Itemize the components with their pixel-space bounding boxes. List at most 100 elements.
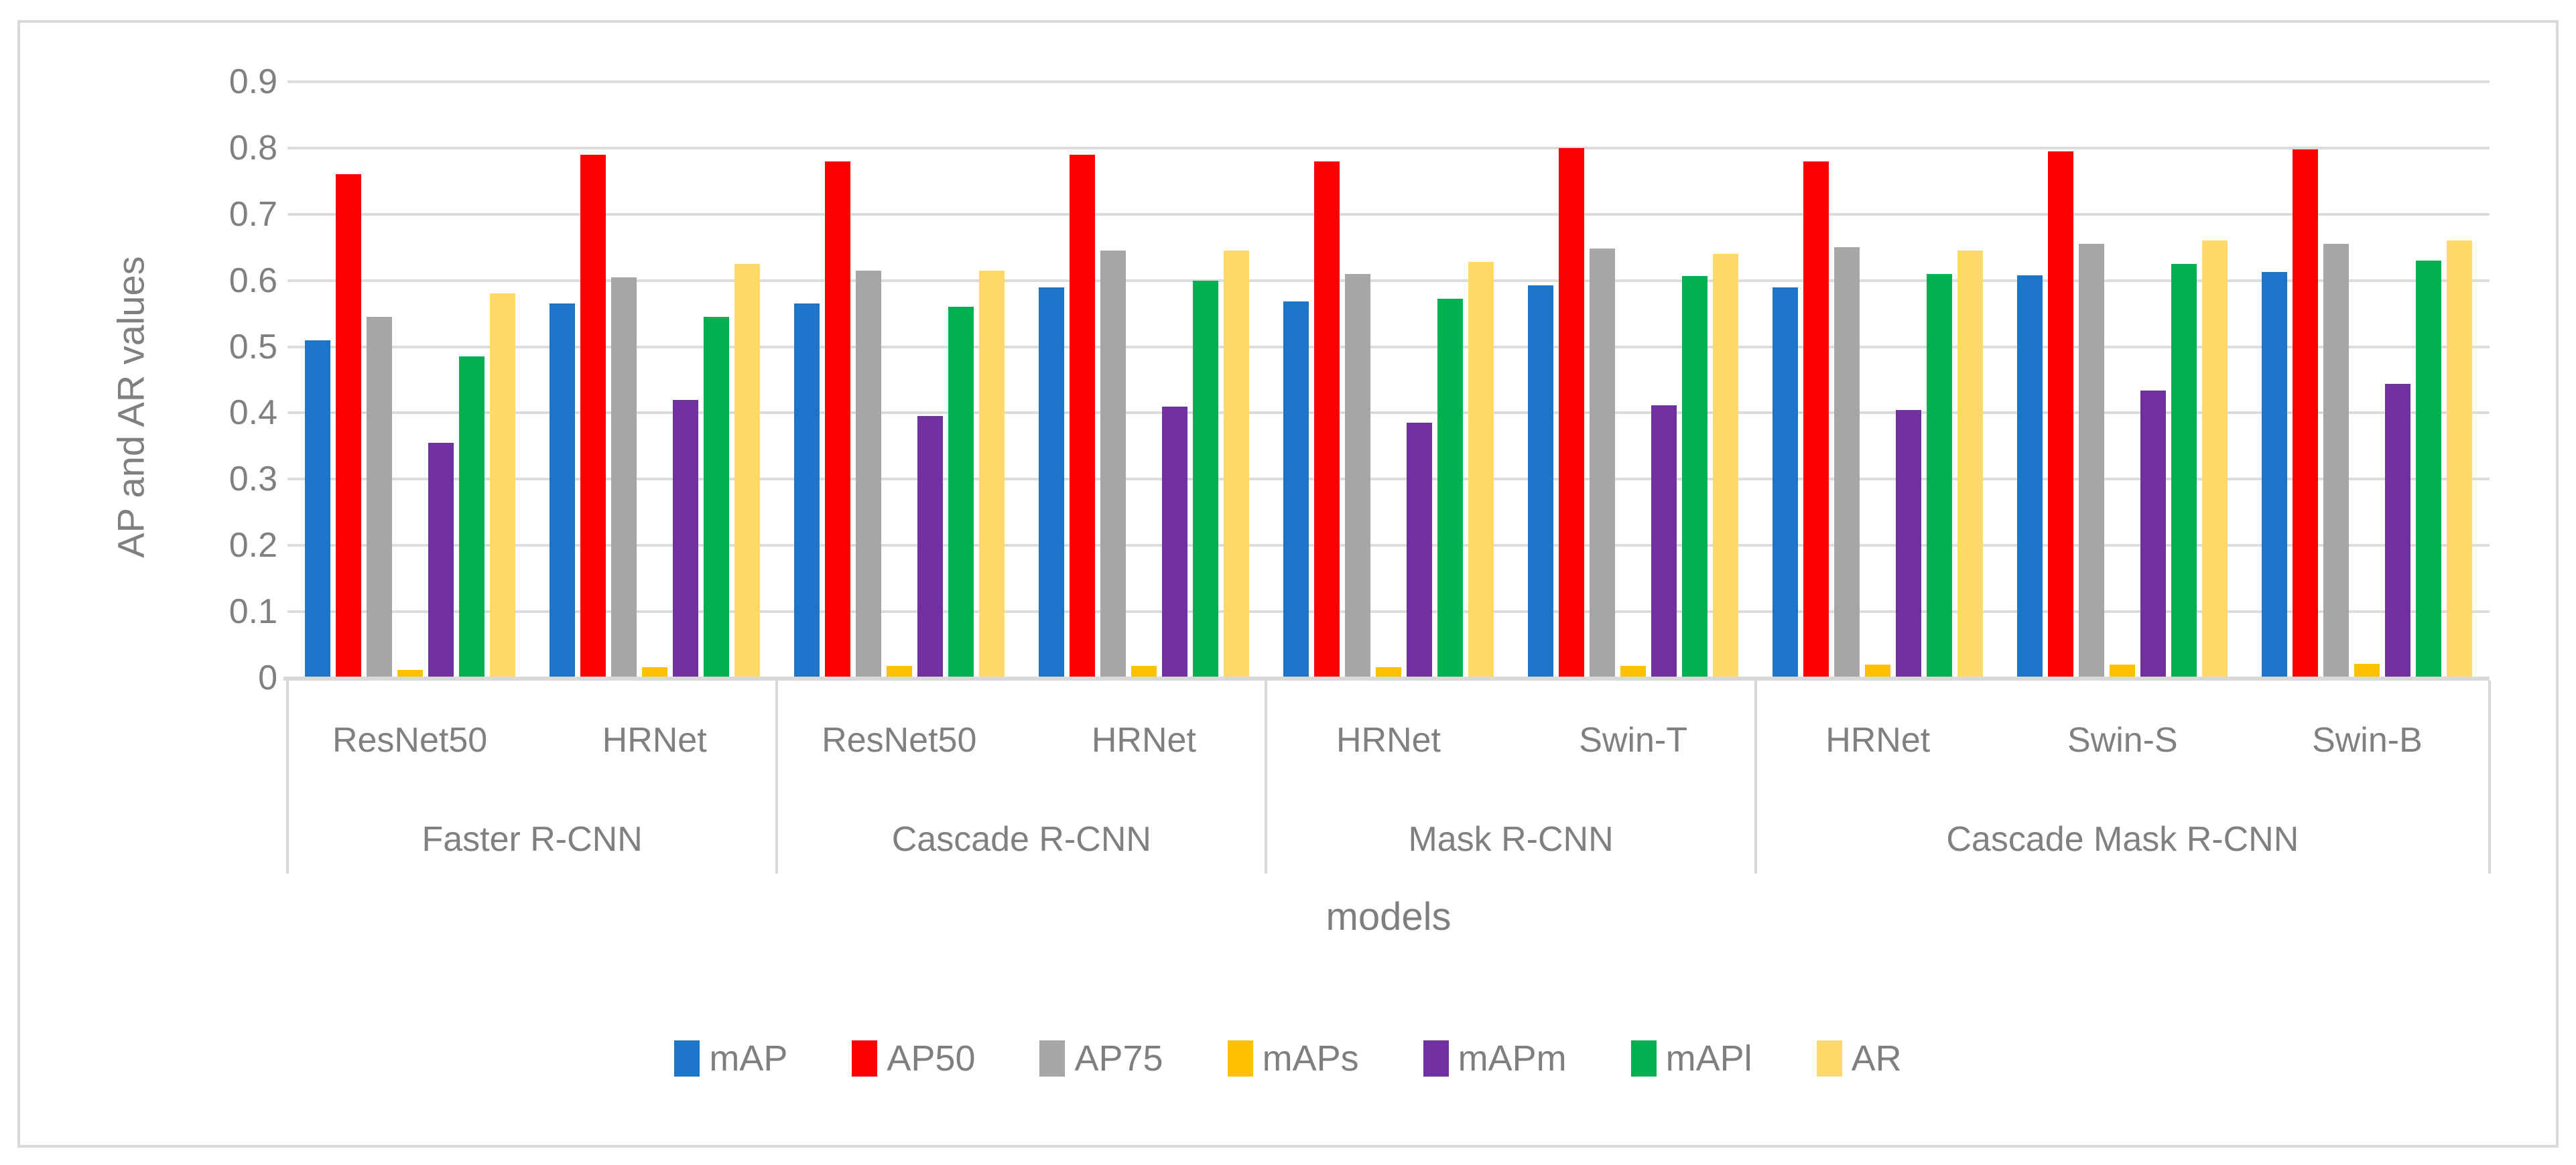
gridline	[287, 279, 2490, 282]
bar-mAPs	[1131, 666, 1157, 678]
bar-mAPs	[2354, 664, 2380, 678]
bar-mAP	[1773, 287, 1799, 678]
backbone-label: Swin-T	[1579, 721, 1687, 760]
y-tick-label: 0	[258, 659, 277, 697]
y-tick-label: 0.6	[229, 261, 277, 300]
bar-mAPm	[1896, 409, 1922, 678]
bar-AP50	[2048, 151, 2074, 678]
bar-AP75	[366, 317, 392, 678]
gridline	[287, 544, 2490, 547]
bar-mAPl	[948, 307, 974, 678]
legend-swatch-mAPs	[1227, 1040, 1253, 1077]
bar-group-swin-s	[2000, 82, 2245, 678]
bar-AP75	[855, 270, 881, 678]
y-tick-label: 0.8	[229, 128, 277, 167]
legend-entry-AP50: AP50	[852, 1040, 975, 1077]
backbone-label: HRNet	[602, 721, 707, 760]
bar-AR	[1713, 254, 1739, 678]
bar-AP50	[580, 154, 606, 678]
bar-mAPm	[917, 416, 943, 678]
bar-mAPl	[1927, 273, 1953, 678]
bar-mAPm	[428, 442, 454, 678]
y-tick-label: 0.9	[229, 62, 277, 101]
legend-entry-AP75: AP75	[1039, 1040, 1163, 1077]
category-separator	[1754, 681, 1757, 874]
bar-mAPl	[2171, 263, 2197, 678]
y-tick-label: 0.4	[229, 393, 277, 433]
model-label: Faster R-CNN	[422, 820, 643, 859]
bar-AR	[1957, 251, 1984, 678]
bar-AP75	[1344, 273, 1370, 678]
legend-label-mAPl: mAPl	[1665, 1038, 1752, 1079]
legend-swatch-mAPl	[1630, 1040, 1657, 1077]
category-separator	[2488, 681, 2491, 874]
legend-entry-mAPs: mAPs	[1227, 1040, 1359, 1077]
y-tick-label: 0.7	[229, 194, 277, 234]
bar-group-hrnet	[1021, 82, 1266, 678]
legend-entry-AR: AR	[1816, 1040, 1902, 1077]
legend-swatch-mAPm	[1423, 1040, 1449, 1077]
category-separator	[286, 681, 289, 874]
category-separator	[775, 681, 779, 874]
bar-AP50	[1313, 161, 1340, 678]
y-tick-label: 0.1	[229, 592, 277, 632]
bar-mAPs	[397, 670, 423, 678]
x-axis-title: models	[1326, 895, 1452, 939]
bar-mAPm	[1161, 406, 1187, 678]
legend-swatch-AP75	[1039, 1040, 1066, 1077]
backbone-label: HRNet	[1825, 721, 1931, 760]
backbone-label-row: ResNet50 HRNet ResNet50 HRNet HRNet Swin-T HRN…	[287, 717, 2490, 764]
bar-mAP	[2017, 275, 2043, 678]
bar-mAPm	[1406, 423, 1432, 678]
category-separator	[1265, 681, 1268, 874]
backbone-label: ResNet50	[332, 721, 488, 760]
gridline	[287, 345, 2490, 348]
gridline	[287, 610, 2490, 614]
bar-mAPm	[2140, 390, 2167, 678]
bar-AP75	[1834, 247, 1860, 678]
bar-AR	[489, 293, 515, 678]
bar-group-hrnet	[1756, 82, 2000, 678]
bar-mAP	[793, 303, 820, 678]
bar-AR	[734, 263, 760, 678]
backbone-label: ResNet50	[822, 721, 977, 760]
bar-mAPl	[1192, 280, 1218, 678]
backbone-label: Swin-B	[2312, 721, 2423, 760]
bar-AP50	[1069, 154, 1095, 678]
legend-swatch-AR	[1816, 1040, 1842, 1077]
bar-mAPs	[1865, 665, 1891, 678]
bar-AR	[978, 270, 1005, 678]
bar-AP75	[610, 277, 637, 678]
bar-mAPs	[886, 666, 912, 678]
bar-mAPl	[1437, 299, 1463, 678]
bar-AR	[2447, 241, 2473, 678]
bar-AP50	[1803, 161, 1829, 678]
y-tick-label: 0.2	[229, 526, 277, 565]
bar-mAPl	[2416, 261, 2442, 678]
legend-entry-mAPm: mAPm	[1423, 1040, 1567, 1077]
bar-mAPm	[672, 399, 698, 678]
bar-group-hrnet	[532, 82, 777, 678]
legend-entry-mAPl: mAPl	[1630, 1038, 1752, 1079]
bar-mAPm	[1651, 405, 1677, 678]
bar-AP50	[335, 174, 361, 678]
bar-mAPs	[2110, 665, 2136, 678]
model-label: Mask R-CNN	[1408, 820, 1614, 859]
gridline	[287, 411, 2490, 415]
legend-label-mAP: mAP	[709, 1038, 788, 1079]
legend-label-AP50: AP50	[887, 1038, 976, 1079]
bar-AP75	[2323, 244, 2349, 678]
bar-group-resnet50	[777, 82, 1021, 678]
gridline	[287, 478, 2490, 481]
bar-AP75	[1590, 249, 1616, 678]
bar-mAPm	[2385, 383, 2411, 678]
bar-AP50	[2293, 149, 2319, 678]
bar-mAPl	[458, 356, 485, 678]
legend-swatch-mAP	[674, 1040, 700, 1077]
gridline	[287, 212, 2490, 216]
bar-group-hrnet	[1266, 82, 1510, 678]
bar-mAP	[1283, 301, 1309, 678]
bar-group-resnet50	[287, 82, 532, 678]
legend: mAP AP50 AP75 mAPs mAPm mAPl AR	[0, 1032, 2576, 1085]
